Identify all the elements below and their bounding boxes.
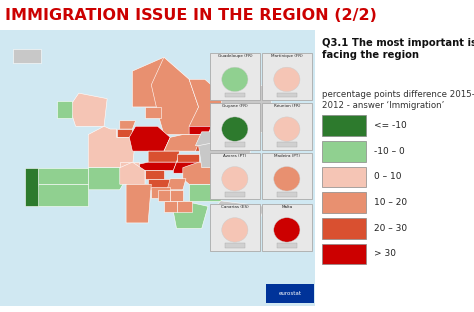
- Text: eurostat: eurostat: [279, 291, 301, 296]
- FancyBboxPatch shape: [321, 115, 366, 136]
- FancyBboxPatch shape: [321, 167, 366, 187]
- Polygon shape: [189, 184, 221, 201]
- Bar: [262, 53, 312, 100]
- Text: Guadeloupe (FR): Guadeloupe (FR): [218, 55, 252, 58]
- Polygon shape: [167, 179, 186, 190]
- Text: IMMIGRATION ISSUE IN THE REGION (2/2): IMMIGRATION ISSUE IN THE REGION (2/2): [5, 8, 377, 23]
- Text: percentage points difference 2015-
2012 - answer ‘Immigration’: percentage points difference 2015- 2012 …: [321, 90, 474, 110]
- Polygon shape: [173, 201, 208, 228]
- Polygon shape: [176, 201, 192, 212]
- Polygon shape: [57, 101, 73, 118]
- Polygon shape: [31, 184, 88, 206]
- Polygon shape: [148, 179, 170, 190]
- Bar: [266, 284, 314, 303]
- Polygon shape: [136, 162, 176, 170]
- Polygon shape: [145, 170, 164, 179]
- Polygon shape: [221, 85, 271, 132]
- Polygon shape: [199, 140, 252, 168]
- Bar: [277, 243, 297, 248]
- Polygon shape: [88, 168, 132, 190]
- Polygon shape: [214, 168, 227, 179]
- Text: 0 – 10: 0 – 10: [374, 173, 401, 182]
- Text: Azores (PT): Azores (PT): [223, 154, 246, 158]
- Bar: [277, 93, 297, 97]
- Polygon shape: [25, 168, 38, 206]
- Text: Martinique (FR): Martinique (FR): [271, 55, 303, 58]
- FancyBboxPatch shape: [321, 141, 366, 162]
- Polygon shape: [120, 162, 139, 173]
- FancyBboxPatch shape: [321, 244, 366, 264]
- Ellipse shape: [222, 67, 248, 92]
- Polygon shape: [173, 162, 205, 173]
- Polygon shape: [148, 151, 180, 162]
- Polygon shape: [157, 190, 170, 201]
- Polygon shape: [151, 187, 170, 198]
- Polygon shape: [126, 184, 151, 223]
- Polygon shape: [117, 129, 132, 137]
- Polygon shape: [120, 121, 136, 129]
- Text: Réunion (FR): Réunion (FR): [273, 104, 300, 108]
- Polygon shape: [88, 126, 136, 168]
- Text: Canarias (ES): Canarias (ES): [221, 205, 249, 209]
- Ellipse shape: [222, 218, 248, 242]
- Bar: [277, 142, 297, 147]
- Text: Madeira (PT): Madeira (PT): [274, 154, 300, 158]
- Polygon shape: [120, 162, 145, 184]
- Polygon shape: [170, 190, 183, 201]
- FancyBboxPatch shape: [321, 218, 366, 239]
- Polygon shape: [151, 57, 199, 134]
- Text: <= -10: <= -10: [374, 121, 407, 130]
- Ellipse shape: [273, 167, 300, 191]
- Ellipse shape: [222, 167, 248, 191]
- Text: > 30: > 30: [374, 250, 396, 258]
- Polygon shape: [189, 134, 211, 143]
- Polygon shape: [129, 126, 170, 151]
- Text: Malta: Malta: [281, 205, 292, 209]
- Text: Q3.1 The most important issues
facing the region: Q3.1 The most important issues facing th…: [321, 38, 474, 60]
- Bar: [225, 93, 245, 97]
- Ellipse shape: [273, 218, 300, 242]
- Polygon shape: [145, 107, 161, 118]
- Bar: [262, 153, 312, 199]
- Polygon shape: [189, 79, 227, 126]
- Bar: [210, 103, 260, 150]
- FancyBboxPatch shape: [321, 192, 366, 213]
- Polygon shape: [13, 49, 41, 63]
- Polygon shape: [183, 143, 211, 151]
- Bar: [277, 192, 297, 197]
- Polygon shape: [183, 162, 227, 184]
- Polygon shape: [132, 57, 189, 107]
- Bar: [210, 204, 260, 251]
- Bar: [225, 142, 245, 147]
- Polygon shape: [211, 201, 265, 223]
- Bar: [210, 153, 260, 199]
- Text: Guyane (FR): Guyane (FR): [222, 104, 248, 108]
- Text: 10 – 20: 10 – 20: [374, 198, 407, 207]
- Bar: [262, 103, 312, 150]
- Ellipse shape: [222, 117, 248, 141]
- Text: 20 – 30: 20 – 30: [374, 224, 407, 233]
- Bar: [210, 53, 260, 100]
- Polygon shape: [195, 132, 233, 146]
- Polygon shape: [164, 134, 202, 151]
- Ellipse shape: [273, 117, 300, 141]
- Polygon shape: [164, 201, 176, 212]
- Bar: [262, 204, 312, 251]
- Polygon shape: [69, 93, 107, 126]
- Polygon shape: [123, 137, 129, 143]
- Ellipse shape: [273, 67, 300, 92]
- Text: -10 – 0: -10 – 0: [374, 147, 405, 156]
- Polygon shape: [38, 168, 88, 184]
- Bar: [225, 192, 245, 197]
- Polygon shape: [189, 126, 211, 134]
- Polygon shape: [176, 154, 199, 162]
- Bar: [225, 243, 245, 248]
